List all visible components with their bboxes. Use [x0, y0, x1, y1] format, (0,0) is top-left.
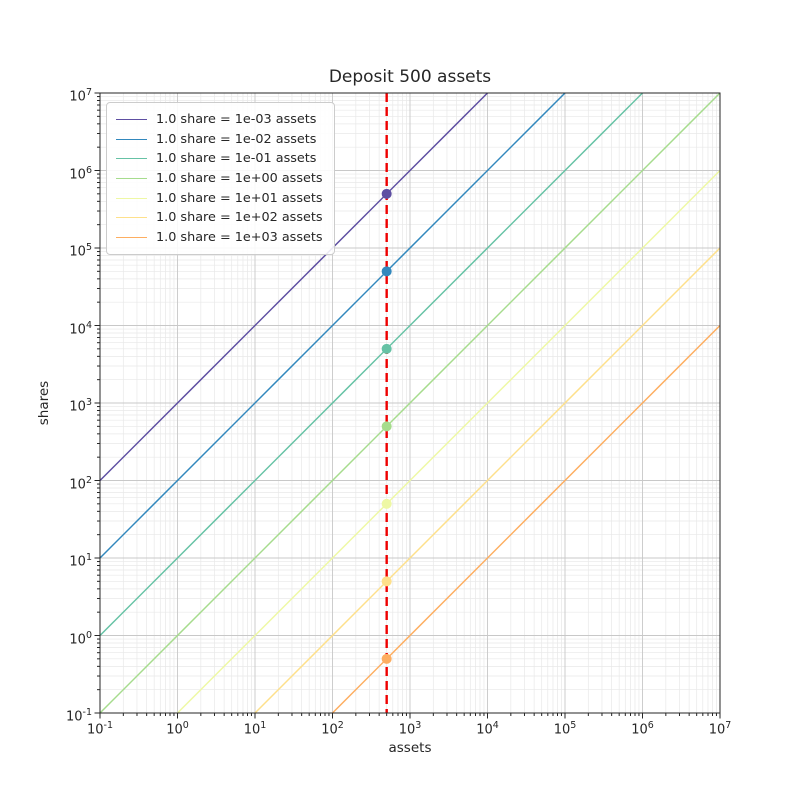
legend-line-swatch [116, 217, 147, 219]
y-tick-label: 104 [69, 319, 92, 337]
x-tick-label: 104 [476, 720, 499, 738]
legend-label: 1.0 share = 1e+03 assets [156, 229, 323, 245]
y-tick-label: 105 [69, 242, 92, 260]
x-tick-label: 106 [631, 720, 654, 738]
series-line-3 [99, 92, 721, 714]
legend-line-swatch [116, 236, 147, 238]
legend-line-swatch [116, 119, 147, 121]
marker-0 [381, 188, 392, 199]
legend-label: 1.0 share = 1e+00 assets [156, 171, 323, 187]
y-tick-label: 10-1 [65, 707, 92, 725]
legend-label: 1.0 share = 1e+01 assets [156, 190, 323, 206]
legend-label: 1.0 share = 1e+02 assets [156, 210, 323, 226]
x-tick-label: 105 [553, 720, 577, 738]
legend-line-swatch [116, 197, 147, 199]
legend-item: 1.0 share = 1e-03 assets [116, 110, 323, 130]
legend-label: 1.0 share = 1e-01 assets [156, 151, 317, 167]
legend-line-swatch [116, 138, 147, 140]
plot-border [99, 92, 721, 714]
series-line-4 [176, 169, 721, 714]
marker-1 [381, 266, 392, 277]
y-axis-label: shares [36, 380, 52, 426]
marker-4 [381, 498, 392, 509]
series-line-2 [99, 92, 644, 637]
series-line-1 [99, 92, 566, 559]
x-tick-label: 10-1 [86, 720, 114, 738]
legend: 1.0 share = 1e-03 assets 1.0 share = 1e-0… [106, 102, 335, 256]
marker-3 [381, 421, 392, 432]
x-tick-label: 101 [243, 720, 267, 738]
x-tick-label: 100 [166, 720, 189, 738]
series-line-6 [331, 324, 721, 714]
series-lines [99, 92, 721, 714]
x-axis-label: assets [388, 740, 432, 756]
legend-label: 1.0 share = 1e-02 assets [156, 131, 317, 147]
legend-item: 1.0 share = 1e+01 assets [116, 188, 323, 208]
markers [381, 188, 392, 664]
series-line-5 [254, 247, 721, 714]
legend-item: 1.0 share = 1e+00 assets [116, 169, 323, 189]
x-tick-label: 102 [321, 720, 344, 738]
y-tick-label: 102 [69, 474, 92, 492]
marker-5 [381, 576, 392, 587]
marker-6 [381, 653, 392, 664]
legend-item: 1.0 share = 1e+03 assets [116, 228, 323, 248]
x-tick-label: 103 [398, 720, 422, 738]
y-tick-label: 103 [69, 397, 92, 415]
series-line-0 [99, 92, 489, 482]
y-tick-label: 101 [69, 552, 92, 570]
legend-line-swatch [116, 178, 147, 180]
x-tick-label: 107 [708, 720, 732, 738]
legend-line-swatch [116, 158, 147, 160]
y-tick-label: 106 [69, 164, 92, 182]
axes-spines [99, 92, 721, 714]
legend-label: 1.0 share = 1e-03 assets [156, 112, 317, 128]
y-tick-label: 107 [69, 87, 92, 105]
marker-2 [381, 343, 392, 354]
legend-item: 1.0 share = 1e-01 assets [116, 149, 323, 169]
legend-item: 1.0 share = 1e-02 assets [116, 130, 323, 150]
y-tick-label: 100 [69, 629, 92, 647]
legend-item: 1.0 share = 1e+02 assets [116, 208, 323, 228]
chart-title: Deposit 500 assets [328, 67, 492, 87]
